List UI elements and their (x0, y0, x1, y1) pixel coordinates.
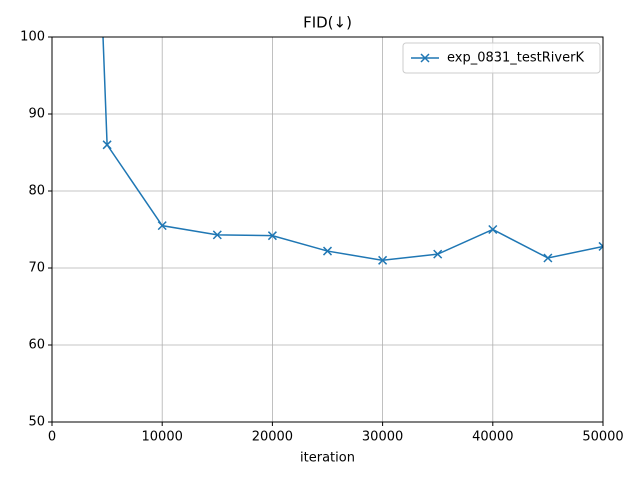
data-point (322, 246, 333, 256)
grid (51, 36, 604, 423)
y-tick-label: 50 (28, 415, 45, 430)
legend-marker (420, 53, 430, 63)
x-tick-label: 20000 (252, 430, 293, 445)
x-tick-label: 10000 (142, 430, 183, 445)
x-tick-label: 40000 (472, 430, 513, 445)
data-point (102, 140, 112, 150)
data-point (212, 230, 222, 240)
data-point (267, 231, 277, 241)
legend-label: exp_0831_testRiverK (447, 51, 584, 66)
chart-title: FID(↓) (303, 14, 352, 32)
data-point (433, 249, 443, 259)
legend: exp_0831_testRiverK (402, 42, 601, 74)
data-point (378, 255, 388, 265)
x-tick-label: 30000 (362, 430, 403, 445)
ticks: 0 10000 20000 30000 40000 50000 50 60 70 80 90 100 (20, 30, 624, 445)
y-tick-label: 100 (20, 30, 45, 45)
data-point (488, 224, 498, 235)
axes-frame (51, 36, 604, 423)
y-tick-label: 60 (28, 338, 45, 353)
x-tick-label: 0 (48, 430, 56, 445)
x-axis-label: iteration (300, 451, 355, 466)
x-tick-label: 50000 (582, 430, 623, 445)
data-point (598, 241, 603, 251)
data-point (543, 253, 553, 263)
y-tick-label: 80 (28, 184, 45, 199)
y-tick-label: 90 (28, 107, 45, 122)
plot-area (102, 37, 603, 265)
legend-box (402, 42, 601, 74)
y-tick-label: 70 (28, 261, 45, 276)
data-point (157, 221, 167, 231)
